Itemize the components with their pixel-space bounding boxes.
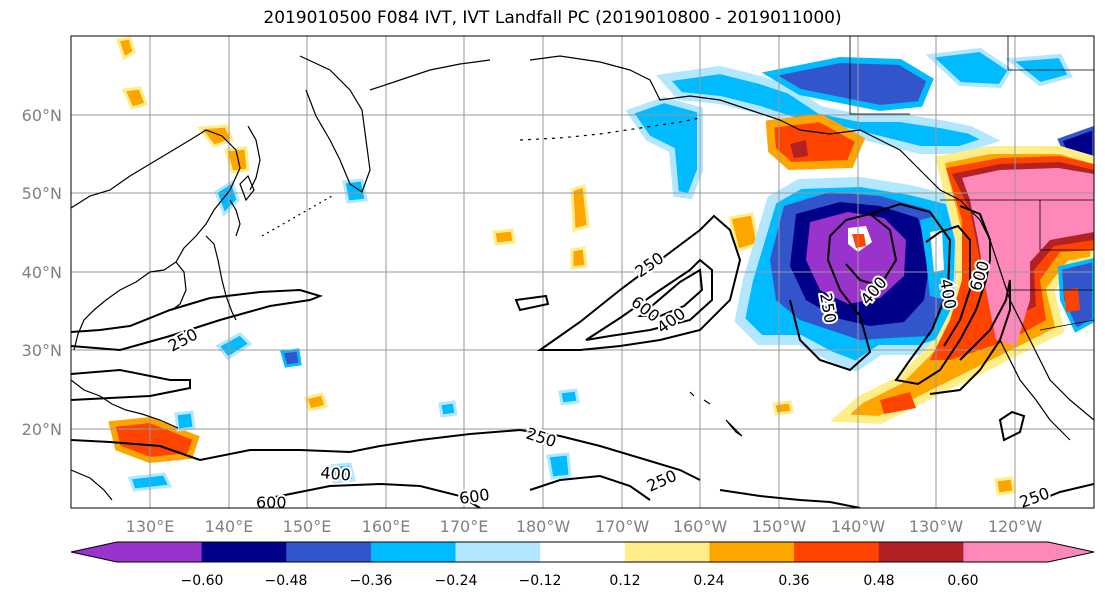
lon-label: 140°E (205, 517, 254, 536)
colorbar-swatch (794, 542, 880, 562)
lon-label: 170°W (595, 517, 650, 536)
colorbar-swatch (540, 542, 626, 562)
lon-label: 150°E (283, 517, 332, 536)
contour-label: 250 (644, 466, 680, 496)
colorbar-tick-label: 0.48 (863, 573, 894, 589)
latitude-labels: 60°N 50°N 40°N 30°N 20°N (22, 106, 62, 439)
colorbar-swatch (624, 542, 710, 562)
lon-label: 130°W (909, 517, 964, 536)
colorbar-tick-label: 0.36 (778, 573, 809, 589)
colorbar-swatch (201, 542, 287, 562)
political-borders (849, 36, 1094, 331)
map-title: 2019010500 F084 IVT, IVT Landfall PC (20… (263, 8, 842, 28)
colorbar-swatch (455, 542, 541, 562)
colorbar-tick-label: 0.24 (693, 573, 724, 589)
shading-positive-ivt (772, 146, 1094, 496)
lon-label: 160°W (673, 517, 728, 536)
lon-label: 140°W (831, 517, 886, 536)
colorbar-tick-label: 0.12 (609, 573, 640, 589)
colorbar-tick-label: −0.48 (265, 573, 308, 589)
colorbar-swatch (963, 542, 1049, 562)
colorbar-tick-label: 0.60 (947, 573, 978, 589)
colorbar-tick-label: −0.60 (181, 573, 224, 589)
map-area: 250 250 250 250 250 250 400 400 400 400 … (71, 36, 1094, 512)
lat-label: 50°N (22, 184, 62, 203)
lon-label: 160°E (362, 517, 411, 536)
lat-label: 40°N (22, 263, 62, 282)
lat-label: 60°N (22, 106, 62, 125)
colorbar-tick-label: −0.24 (435, 573, 478, 589)
colorbar-swatch (117, 542, 203, 562)
colorbar-tick-labels: −0.60 −0.48 −0.36 −0.24 −0.12 0.12 0.24 … (181, 573, 979, 589)
shading-west-pacific (108, 36, 760, 492)
ivt-contours (71, 202, 1094, 508)
gridlines (71, 36, 1094, 508)
colorbar-swatch (286, 542, 372, 562)
lat-label: 30°N (22, 341, 62, 360)
longitude-labels: 130°E 140°E 150°E 160°E 170°E 180°W 170°… (126, 517, 1043, 536)
colorbar-swatch (370, 542, 457, 562)
colorbar-extend-low (71, 542, 117, 562)
map-frame (70, 35, 1095, 509)
colorbar-extend-high (1048, 542, 1094, 562)
colorbar-tick-label: −0.36 (350, 573, 393, 589)
lon-label: 180°W (516, 517, 571, 536)
contour-label: 400 (320, 463, 352, 485)
coastlines (71, 55, 1094, 501)
lon-label: 170°E (440, 517, 489, 536)
lat-label: 20°N (22, 420, 62, 439)
contour-label: 600 (256, 493, 287, 512)
colorbar-swatch (709, 542, 795, 562)
colorbar-swatch (878, 542, 964, 562)
lon-label: 130°E (126, 517, 175, 536)
lon-label: 120°W (988, 517, 1043, 536)
contour-label: 600 (458, 485, 491, 508)
contour-label: 250 (524, 424, 559, 452)
lon-label: 150°W (752, 517, 807, 536)
contour-label: 250 (165, 324, 201, 355)
colorbar (70, 541, 1095, 563)
colorbar-outline (70, 541, 1095, 563)
colorbar-tick-label: −0.12 (519, 573, 562, 589)
